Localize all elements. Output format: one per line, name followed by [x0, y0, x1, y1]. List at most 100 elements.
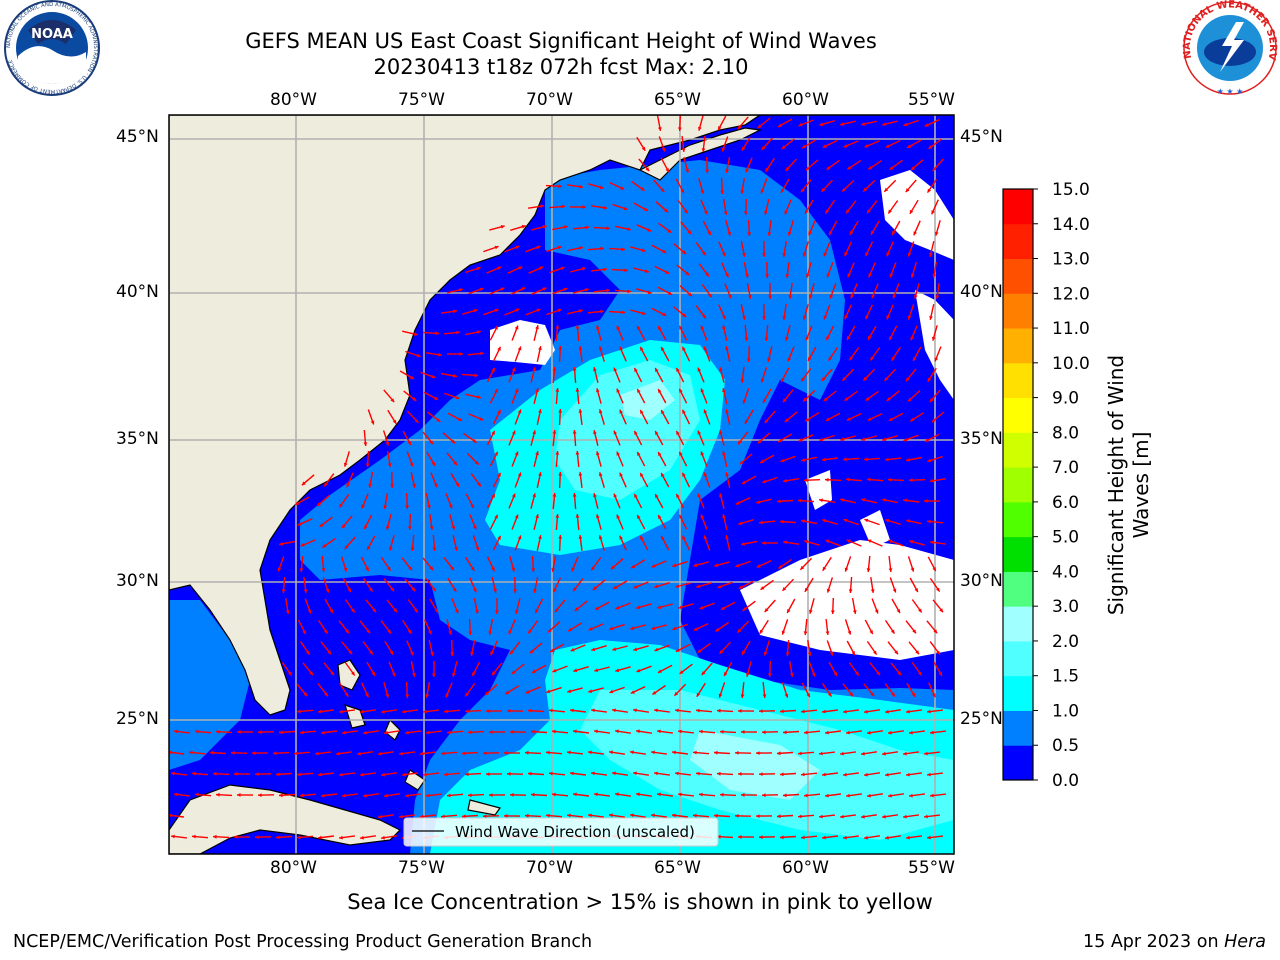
wind-arrowhead: [651, 750, 655, 755]
wind-arrowhead: [700, 514, 705, 519]
wind-arrowhead: [514, 514, 519, 519]
wind-arrowhead: [533, 589, 537, 593]
wind-arrowhead: [927, 188, 932, 193]
wind-arrowhead: [804, 478, 808, 483]
wind-arrowhead: [497, 472, 501, 477]
wind-arrowhead: [719, 367, 723, 372]
wind-arrowhead: [723, 211, 728, 215]
colorbar-swatch: [1003, 189, 1033, 225]
wind-arrowhead: [844, 567, 849, 572]
wind-arrowhead: [720, 792, 724, 797]
wind-arrowhead: [761, 146, 766, 150]
wind-arrowhead: [784, 693, 789, 698]
wind-arrowhead: [780, 709, 784, 714]
wind-arrowhead: [801, 519, 805, 523]
wind-arrowhead: [488, 631, 493, 635]
wind-arrowhead: [378, 751, 382, 756]
chart-title: GEFS MEAN US East Coast Significant Heig…: [245, 29, 877, 53]
wind-arrowhead: [500, 287, 505, 291]
wind-arrowhead: [402, 772, 406, 777]
wind-arrowhead: [933, 629, 938, 634]
wind-arrowhead: [783, 730, 787, 735]
wind-arrowhead: [595, 606, 599, 610]
wind-arrowhead: [494, 325, 498, 330]
wind-arrowhead: [477, 330, 481, 334]
wind-arrowhead: [682, 472, 686, 477]
wind-arrowhead: [911, 166, 915, 171]
wind-arrowhead: [931, 210, 935, 215]
wind-arrowhead: [552, 792, 556, 797]
wind-arrowhead: [381, 709, 385, 714]
wind-arrowhead: [573, 792, 577, 797]
wind-arrowhead: [429, 526, 434, 530]
wind-arrowhead: [572, 493, 577, 497]
colorbar-tick-label: 9.0: [1052, 389, 1079, 409]
wind-arrowhead: [801, 188, 805, 193]
wind-arrowhead: [801, 377, 805, 382]
wind-arrowhead: [574, 607, 579, 611]
wind-arrowhead: [740, 190, 745, 194]
wind-arrowhead: [798, 498, 802, 503]
wind-arrowhead: [873, 650, 877, 655]
wind-arrowhead: [891, 356, 896, 361]
wind-arrowhead: [609, 750, 613, 755]
wind-arrowhead: [847, 273, 851, 278]
wind-arrowhead: [719, 430, 723, 435]
wind-arrowhead: [538, 535, 542, 539]
wind-arrowhead: [536, 308, 541, 313]
wind-arrowhead: [593, 367, 597, 372]
wind-arrowhead: [781, 630, 786, 635]
wind-arrowhead: [888, 477, 892, 482]
wind-arrowhead: [490, 651, 494, 656]
wind-arrowhead: [342, 730, 346, 735]
colorbar-tick-label: 2.0: [1052, 632, 1079, 652]
wind-arrowhead: [676, 430, 680, 435]
wind-arrowhead: [787, 231, 792, 236]
wind-arrowhead: [453, 461, 458, 466]
wind-arrowhead: [454, 609, 459, 614]
wind-arrowhead: [621, 310, 625, 315]
wind-arrowhead: [826, 273, 831, 278]
wind-arrowhead: [252, 751, 256, 755]
wind-arrowhead: [905, 188, 910, 193]
colorbar-tick-label: 0.5: [1052, 736, 1079, 756]
wind-arrowhead: [676, 493, 680, 498]
wind-arrowhead: [661, 473, 665, 477]
wind-arrowhead: [876, 671, 880, 676]
wind-arrowhead: [843, 709, 847, 714]
wind-arrowhead: [634, 493, 638, 498]
wind-arrowhead: [192, 771, 196, 776]
wind-arrowhead: [829, 651, 834, 656]
wind-arrowhead: [360, 709, 364, 714]
wind-arrowhead: [552, 493, 557, 497]
wind-arrowhead: [390, 587, 394, 592]
wind-arrowhead: [405, 793, 409, 798]
wind-arrowhead: [494, 514, 498, 519]
wind-arrowhead: [636, 605, 641, 610]
wind-arrowhead: [598, 535, 603, 540]
wind-arrowhead: [738, 440, 742, 445]
wind-arrowhead: [647, 290, 652, 295]
wind-arrowhead: [869, 630, 873, 635]
wind-arrowhead: [318, 772, 322, 777]
wind-arrowhead: [801, 772, 805, 777]
wind-arrowhead: [552, 430, 557, 434]
svg-text:★ ★ ★: ★ ★ ★: [1217, 87, 1244, 96]
wind-arrowhead: [885, 709, 889, 714]
svg-text:NATIONAL WEATHER SERVICE: NATIONAL WEATHER SERVICE: [0, 0, 1278, 61]
wind-arrowhead: [871, 294, 875, 299]
wind-arrowhead: [850, 294, 854, 299]
wind-arrowhead: [703, 535, 708, 540]
wind-arrowhead: [672, 563, 677, 568]
lon-label-bottom: 55°W: [908, 858, 955, 878]
wind-arrowhead: [705, 169, 710, 173]
wind-arrowhead: [700, 325, 705, 330]
wind-arrowhead: [432, 587, 436, 592]
wind-arrowhead: [474, 373, 478, 378]
wind-arrowhead: [896, 609, 900, 613]
wind-arrowhead: [633, 771, 637, 776]
wind-arrowhead: [438, 352, 442, 357]
wind-arrowhead: [619, 472, 623, 477]
wind-arrowhead: [297, 709, 301, 714]
wind-arrowhead: [907, 252, 912, 257]
